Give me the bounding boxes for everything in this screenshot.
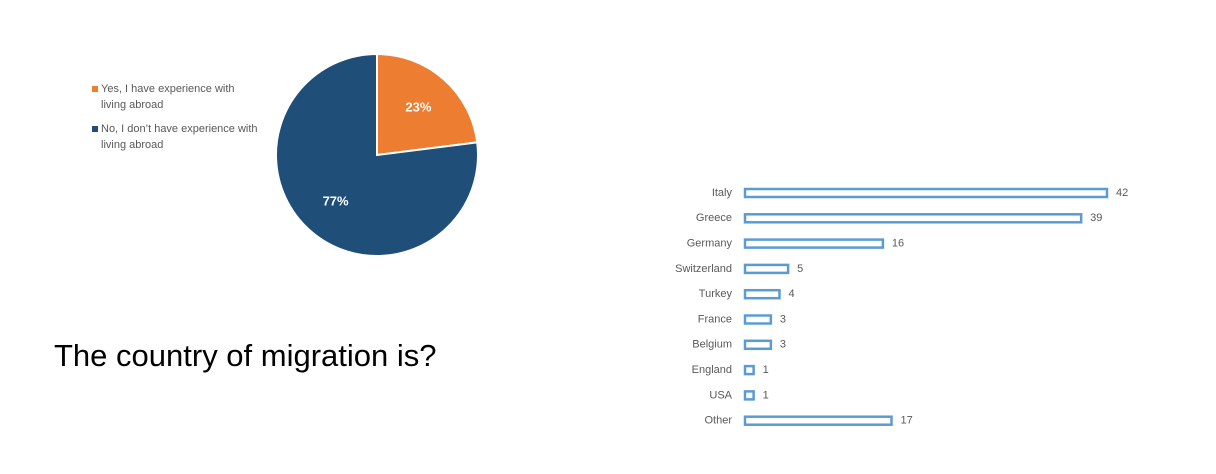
pie-slice — [275, 52, 479, 257]
y-tick-label: Belgium — [692, 339, 732, 351]
y-tick-label: USA — [709, 389, 732, 401]
y-tick-label: Other — [704, 415, 732, 427]
bar — [743, 390, 755, 401]
y-tick-label: Italy — [712, 187, 733, 199]
value-label: 5 — [797, 263, 803, 275]
bar — [743, 263, 790, 275]
legend-label: No, I don’t have experience with living … — [101, 123, 258, 151]
bar — [743, 364, 755, 376]
value-label: 4 — [788, 288, 794, 300]
legend-swatch — [92, 86, 98, 92]
value-label: 1 — [763, 389, 769, 401]
y-tick-label: Germany — [687, 238, 733, 250]
pie-slice — [376, 52, 479, 157]
value-label: 3 — [780, 313, 786, 325]
y-tick-label: England — [692, 364, 732, 376]
value-label: 1 — [763, 364, 769, 376]
legend-entry: Yes, I have experience with living abroa… — [92, 81, 259, 113]
bar — [743, 187, 1109, 199]
y-tick-label: Turkey — [699, 288, 733, 300]
bar — [743, 339, 773, 351]
value-label: 3 — [780, 339, 786, 351]
bar — [743, 314, 773, 325]
legend-label: Yes, I have experience with living abroa… — [101, 83, 235, 111]
bar — [743, 415, 893, 426]
bar — [743, 288, 781, 300]
bar — [743, 238, 885, 249]
slice-label: 77% — [323, 193, 349, 208]
heading: The country of migration is? — [54, 338, 437, 373]
y-tick-label: Greece — [696, 212, 732, 224]
value-label: 42 — [1116, 187, 1128, 199]
value-label: 39 — [1090, 212, 1102, 224]
legend-entry: No, I don’t have experience with living … — [92, 121, 259, 153]
y-tick-label: Switzerland — [675, 263, 732, 275]
bar — [743, 213, 1083, 224]
value-label: 17 — [901, 415, 913, 427]
slice-label: 23% — [405, 99, 431, 114]
y-tick-label: France — [698, 313, 732, 325]
value-label: 16 — [892, 238, 904, 250]
legend-swatch — [92, 126, 98, 132]
